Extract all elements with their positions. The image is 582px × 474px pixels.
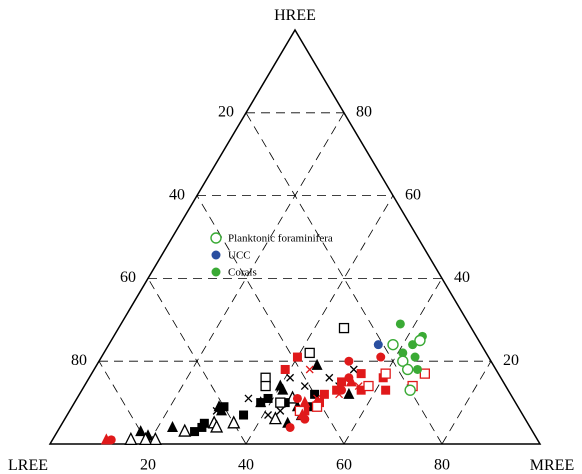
- data-point-5-5: [381, 385, 391, 395]
- data-point-10-0: [395, 319, 405, 329]
- tick-label-bottom-80: 80: [434, 457, 450, 474]
- data-point-1-0: [178, 423, 192, 437]
- data-point-11-2: [397, 355, 409, 367]
- data-point-0-10: [343, 387, 355, 399]
- data-point-5-3: [356, 369, 366, 379]
- data-point-5-9: [337, 377, 347, 387]
- vertex-label-lree: LREE: [8, 457, 48, 474]
- tick-label-bottom-20: 20: [140, 457, 156, 474]
- data-point-0-6: [135, 425, 147, 437]
- data-point-9-1: [313, 394, 322, 403]
- data-point-6-0: [380, 368, 391, 379]
- data-point-0-8: [311, 358, 323, 370]
- data-point-8-2: [299, 396, 311, 408]
- data-point-3-3: [260, 380, 271, 392]
- data-point-6-2: [419, 368, 431, 379]
- data-point-5-10: [356, 385, 366, 395]
- data-point-3-0: [338, 322, 350, 334]
- legend-label-0: Planktonic foraminifera: [228, 233, 333, 245]
- data-point-0-5: [167, 420, 178, 432]
- vertex-label-hree: HREE: [274, 7, 316, 24]
- legend-marker-0: [210, 232, 222, 244]
- data-point-7-1: [376, 352, 386, 362]
- data-point-2-3: [190, 427, 200, 437]
- data-point-4-4: [286, 373, 295, 382]
- data-point-7-3: [337, 385, 347, 395]
- data-point-11-1: [414, 334, 426, 347]
- data-point-1-6: [268, 411, 282, 425]
- data-point-1-7: [210, 419, 224, 433]
- data-point-7-6: [285, 422, 295, 432]
- data-point-4-2: [212, 406, 221, 415]
- data-point-5-2: [319, 389, 329, 399]
- grid-line-80-1: [441, 360, 492, 445]
- data-point-5-1: [280, 364, 290, 374]
- data-point-2-0: [239, 410, 249, 420]
- data-point-0-1: [277, 383, 289, 395]
- data-point-4-1: [300, 382, 309, 390]
- tick-labels: 20 40 60 80 80 60 40 20 20 40 60 80: [71, 103, 519, 473]
- legend: Planktonic foraminifera UCC Corals: [210, 232, 333, 279]
- data-point-11-3: [402, 363, 414, 376]
- tick-label-left-40: 40: [169, 186, 185, 203]
- data-point-3-1: [304, 347, 315, 359]
- vertex-label-mree: MREE: [530, 457, 574, 474]
- data-point-10-5: [413, 364, 422, 374]
- data-point-6-1: [363, 380, 374, 392]
- data-point-9-3: [354, 382, 363, 390]
- data-point-4-0: [325, 373, 334, 382]
- ternary-frame: [48, 28, 542, 445]
- legend-label-1: UCC: [228, 250, 251, 262]
- tick-label-right-40: 40: [454, 269, 470, 286]
- tick-label-bottom-60: 60: [336, 457, 352, 474]
- tick-label-left-80: 80: [71, 352, 87, 369]
- data-point-12-0: [373, 340, 383, 350]
- grid-line-60-1: [343, 278, 443, 445]
- legend-marker-1: [211, 250, 221, 260]
- data-point-6-4: [311, 401, 323, 412]
- data-point-1-2: [138, 431, 153, 446]
- grid-line-60-2: [147, 278, 247, 445]
- data-point-5-0: [292, 352, 302, 362]
- data-point-11-4: [404, 384, 416, 396]
- data-points: [100, 319, 431, 446]
- data-point-1-3: [124, 431, 138, 446]
- data-point-2-2: [197, 422, 207, 432]
- data-point-11-0: [387, 338, 399, 351]
- data-point-2-9: [219, 402, 229, 412]
- data-point-2-6: [310, 389, 320, 399]
- data-point-5-6: [332, 385, 342, 395]
- data-point-2-4: [256, 398, 266, 408]
- data-point-8-0: [100, 433, 112, 445]
- data-point-4-6: [264, 411, 273, 419]
- tick-label-left-60: 60: [120, 269, 136, 286]
- data-point-7-4: [292, 393, 302, 403]
- data-point-10-4: [410, 352, 420, 362]
- data-point-1-1: [148, 431, 162, 446]
- data-point-3-4: [275, 397, 286, 408]
- tick-label-right-60: 60: [405, 186, 421, 203]
- tick-label-right-20: 20: [503, 352, 519, 369]
- legend-marker-2: [211, 267, 221, 277]
- grid-line-20-1: [147, 112, 345, 445]
- tick-label-bottom-40: 40: [238, 457, 254, 474]
- data-point-8-3: [345, 375, 357, 387]
- data-point-4-8: [276, 406, 285, 415]
- data-point-2-8: [263, 393, 273, 403]
- tick-label-right-80: 80: [356, 103, 372, 120]
- data-point-9-0: [305, 365, 314, 374]
- data-point-9-2: [335, 390, 344, 399]
- data-point-10-2: [398, 348, 408, 358]
- data-point-8-1: [296, 408, 308, 420]
- data-point-4-3: [244, 394, 253, 403]
- legend-label-2: Corals: [228, 267, 257, 279]
- data-point-7-0: [344, 356, 354, 366]
- grid-lines: [98, 112, 492, 445]
- data-point-4-5: [349, 365, 358, 374]
- data-point-1-5: [227, 415, 241, 429]
- tick-label-left-20: 20: [218, 103, 234, 120]
